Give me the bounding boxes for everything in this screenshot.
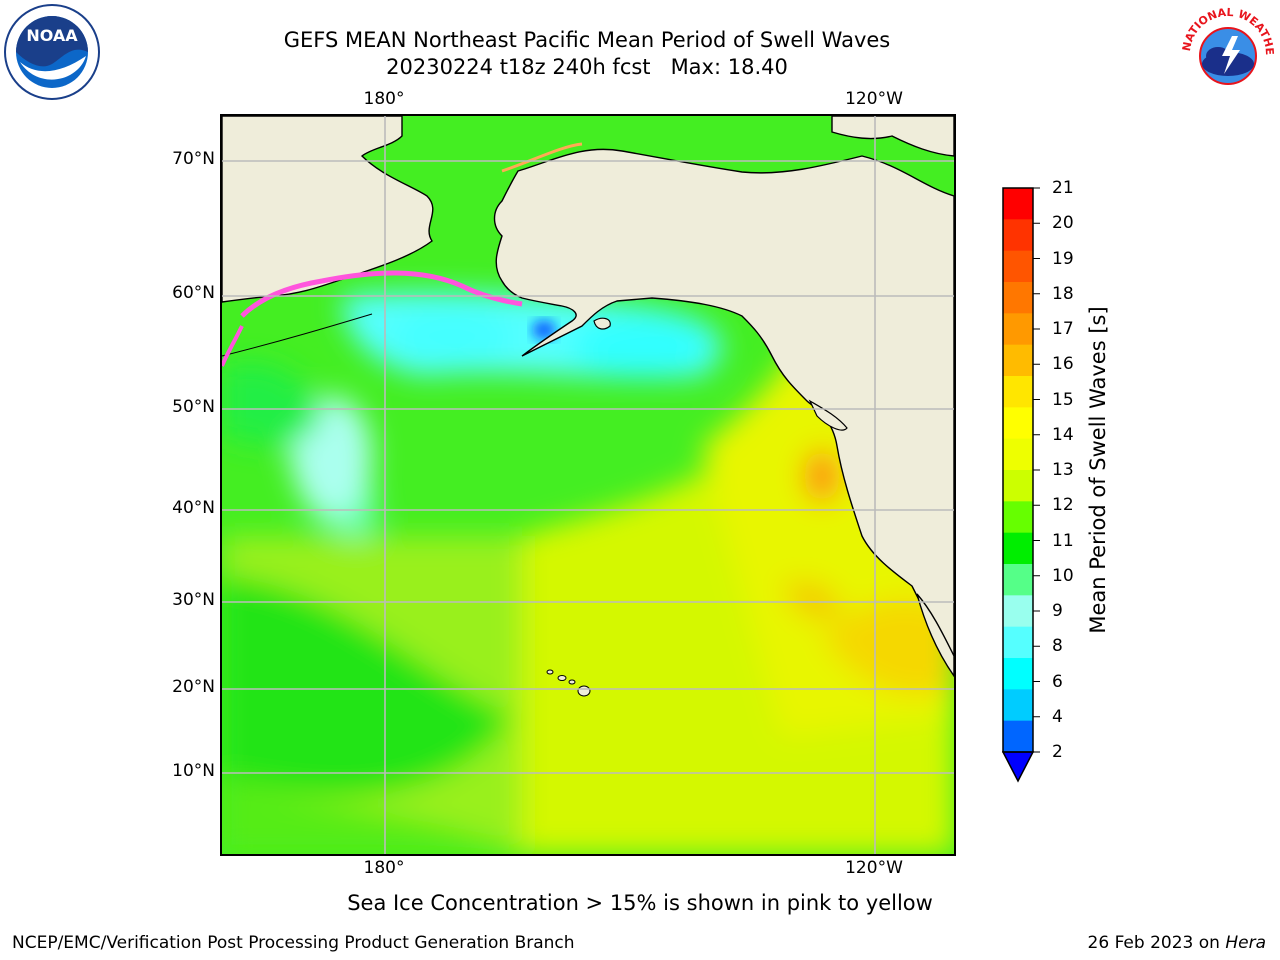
- aleutian-chain: [222, 313, 373, 357]
- footer-credit: NCEP/EMC/Verification Post Processing Pr…: [12, 933, 575, 953]
- lon-label-bottom-120w: 120°W: [845, 858, 903, 878]
- colorbar-swatch: [1003, 344, 1033, 377]
- footer-date: 26 Feb 2023 on Hera: [1088, 933, 1266, 953]
- footer-date-text: 26 Feb 2023 on: [1087, 933, 1226, 953]
- colorbar-swatch: [1003, 407, 1033, 440]
- lat-label-30n: 30°N: [172, 590, 215, 610]
- colorbar-swatch: [1003, 250, 1033, 283]
- lon-label-top-180: 180°: [363, 89, 405, 109]
- colorbar-swatch: [1003, 595, 1033, 628]
- colorbar-swatch: [1003, 219, 1033, 252]
- map-canvas: [222, 116, 954, 854]
- colorbar-tick-label: 13: [1052, 460, 1074, 480]
- colorbar-swatch: [1003, 470, 1033, 502]
- colorbar-tick-label: 11: [1052, 530, 1074, 551]
- colorbar-label: Mean Period of Swell Waves [s]: [1086, 306, 1110, 634]
- colorbar-tick-label: 12: [1052, 495, 1074, 516]
- colorbar-tick-label: 4: [1052, 706, 1063, 727]
- colorbar-tick-label: 17: [1052, 319, 1074, 339]
- lat-label-20n: 20°N: [172, 677, 215, 697]
- chart-subtitle: 20230224 t18z 240h fcst Max: 18.40: [386, 55, 788, 79]
- colorbar-swatch: [1003, 376, 1033, 408]
- sea-ice-note: Sea Ice Concentration > 15% is shown in …: [347, 891, 933, 915]
- colorbar-swatch: [1003, 313, 1033, 346]
- colorbar-svg: [1001, 187, 1040, 783]
- map-panel: [220, 114, 956, 856]
- colorbar-tick-label: 2: [1052, 742, 1063, 762]
- colorbar-tick-label: 10: [1052, 565, 1074, 586]
- colorbar-tick-label: 19: [1052, 248, 1074, 269]
- lat-label-60n: 60°N: [172, 283, 215, 303]
- colorbar-swatch: [1003, 532, 1033, 565]
- colorbar-tick-label: 8: [1052, 636, 1063, 657]
- noaa-logo: NOAA: [2, 4, 102, 104]
- colorbar-swatch: [1003, 282, 1033, 314]
- colorbar-tick-label: 14: [1052, 424, 1074, 445]
- lat-label-10n: 10°N: [172, 761, 215, 781]
- colorbar-tick-label: 21: [1052, 178, 1074, 198]
- colorbar-swatch: [1003, 658, 1033, 690]
- lon-label-top-120w: 120°W: [845, 89, 903, 109]
- colorbar-extend-arrow: [1001, 751, 1035, 783]
- colorbar-tick-label: 6: [1052, 671, 1063, 692]
- colorbar-tick-label: 20: [1052, 213, 1074, 234]
- graticule: [222, 116, 954, 854]
- colorbar-swatch: [1003, 501, 1033, 534]
- colorbar-swatch: [1003, 438, 1033, 471]
- colorbar-swatch: [1003, 689, 1033, 722]
- kodiak-island: [593, 317, 611, 330]
- colorbar-tick-label: 18: [1052, 283, 1074, 304]
- lon-label-bottom-180: 180°: [363, 858, 405, 878]
- chart-title: GEFS MEAN Northeast Pacific Mean Period …: [283, 28, 891, 52]
- colorbar-tick-label: 15: [1052, 389, 1074, 410]
- colorbar-swatch: [1003, 188, 1033, 220]
- colorbar-tick-label: 9: [1052, 601, 1063, 621]
- colorbar-swatch: [1003, 720, 1033, 753]
- noaa-logo-text: NOAA: [26, 26, 78, 45]
- colorbar-swatch: [1003, 564, 1033, 596]
- lat-label-50n: 50°N: [172, 397, 215, 417]
- lat-label-40n: 40°N: [172, 498, 215, 518]
- colorbar-tick-label: 16: [1052, 354, 1074, 375]
- lat-label-70n: 70°N: [172, 149, 215, 169]
- nws-logo: NATIONAL WEATHER SERVICE: [1174, 0, 1278, 104]
- footer-host: Hera: [1225, 933, 1266, 953]
- colorbar-swatch: [1003, 626, 1033, 659]
- colorbar: [1001, 187, 1042, 787]
